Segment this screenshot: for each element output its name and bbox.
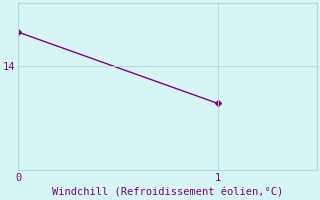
X-axis label: Windchill (Refroidissement éolien,°C): Windchill (Refroidissement éolien,°C) (52, 187, 283, 197)
